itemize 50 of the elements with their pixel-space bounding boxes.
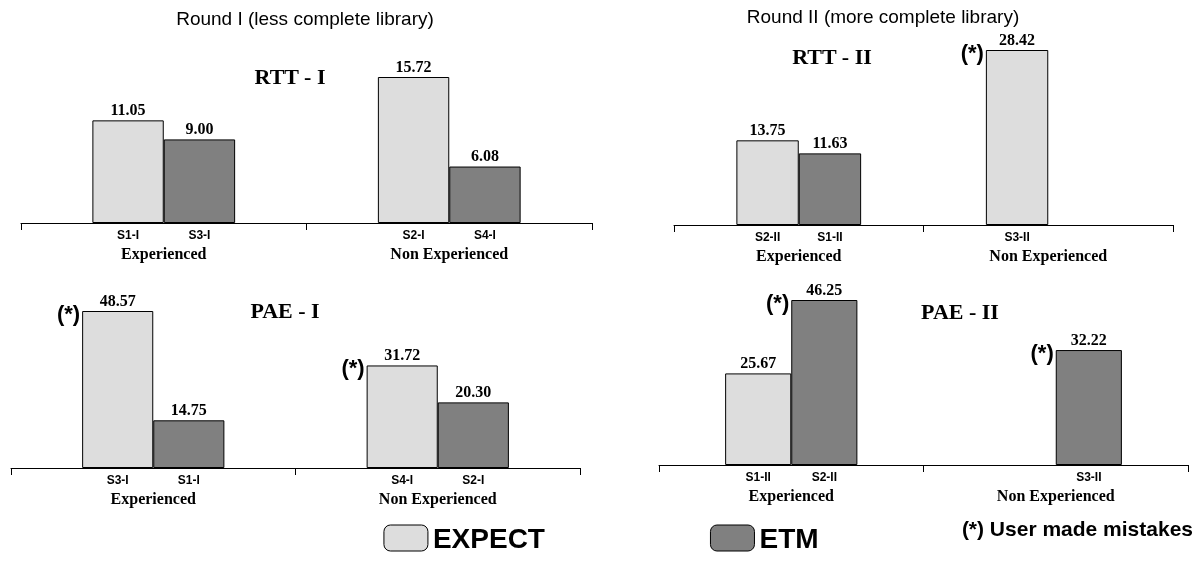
text: Experienced [756, 246, 842, 265]
data-label: 20.30 [455, 382, 492, 400]
annotation: (*) [1030, 339, 1054, 365]
x-tick-label: S1-I [117, 228, 140, 242]
legend-label: EXPECT [432, 522, 545, 554]
data-label: 46.25 [806, 280, 843, 298]
chart-title: RTT - II [792, 43, 872, 69]
legend-label: ETM [759, 522, 819, 554]
x-tick-label: S1-II [817, 230, 843, 244]
data-label: 15.72 [395, 57, 432, 75]
data-label: 13.75 [749, 120, 786, 138]
annotation: (*) [56, 300, 81, 326]
data-label: 31.72 [384, 345, 421, 363]
x-tick-label: S2-II [811, 470, 837, 484]
x-tick-label: S2-I [402, 228, 425, 242]
chart-title: PAE - II [921, 298, 999, 324]
annotation: (*) [766, 289, 790, 315]
text: Experienced [748, 486, 835, 505]
annotation: (*) [341, 354, 365, 380]
x-tick-label: S3-I [188, 228, 211, 242]
data-label: 32.22 [1070, 330, 1107, 348]
chart-subtitle: Round I (less complete library) [176, 8, 434, 29]
x-tick-label: S2-I [462, 473, 485, 487]
text: Non Experienced [996, 486, 1115, 505]
data-label: 6.08 [470, 147, 499, 165]
data-label: 48.57 [99, 291, 136, 309]
text: Non Experienced [390, 244, 509, 263]
data-label: 25.67 [740, 353, 777, 371]
x-tick-label: S3-II [1076, 470, 1102, 484]
chart-subtitle: Round II (more complete library) [746, 6, 1020, 27]
chart-title: RTT - I [254, 63, 326, 89]
data-label: 9.00 [185, 119, 214, 137]
x-tick-label: S2-II [754, 230, 781, 244]
text: (*) User made mistakes [961, 516, 1193, 540]
text: Experienced [110, 489, 197, 508]
text: Experienced [121, 244, 207, 263]
x-tick-label: S3-II [1004, 230, 1030, 244]
x-tick-label: S1-II [745, 470, 771, 484]
x-tick-label: S1-I [177, 473, 200, 487]
data-label: 28.42 [999, 30, 1036, 48]
chart-title: PAE - I [250, 297, 320, 323]
x-tick-label: S3-I [106, 473, 129, 487]
text: Non Experienced [989, 246, 1108, 265]
annotation: (*) [960, 39, 984, 65]
data-label: 11.05 [110, 100, 146, 118]
text: Non Experienced [378, 489, 497, 508]
data-label: 11.63 [812, 133, 848, 151]
x-tick-label: S4-I [391, 473, 414, 487]
data-label: 14.75 [170, 400, 207, 418]
x-tick-label: S4-I [473, 228, 496, 242]
